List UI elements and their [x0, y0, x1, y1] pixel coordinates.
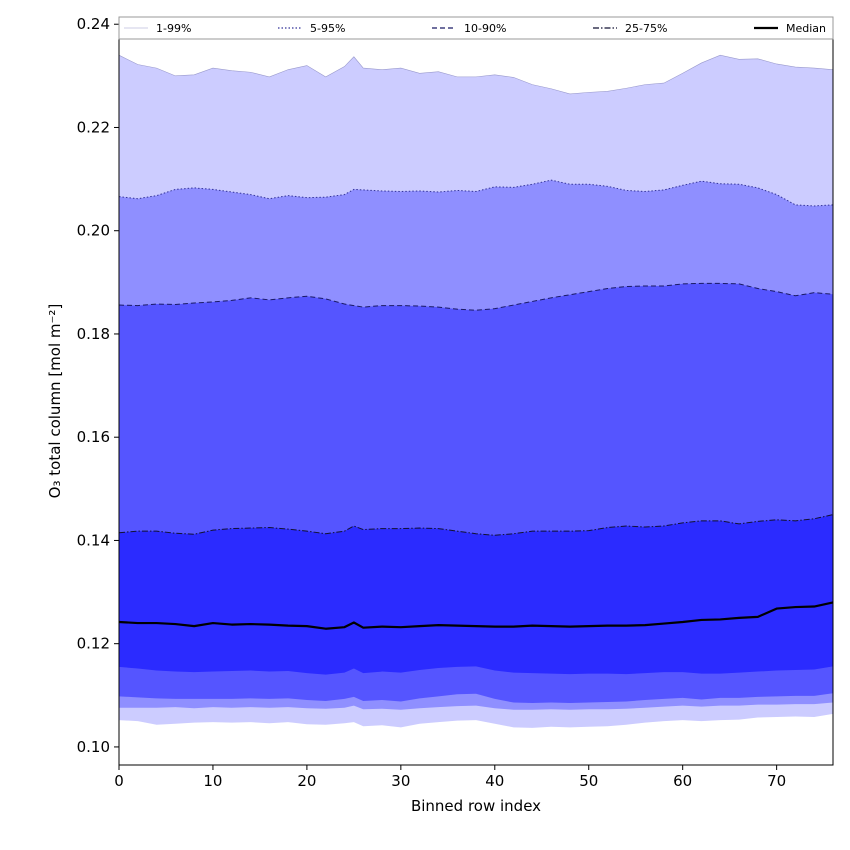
y-tick-label: 0.18: [77, 325, 110, 343]
x-tick-label: 60: [673, 772, 692, 790]
x-tick-label: 40: [485, 772, 504, 790]
y-tick-label: 0.16: [77, 428, 110, 446]
x-tick-label: 10: [203, 772, 222, 790]
legend-label: 10-90%: [464, 22, 506, 35]
y-tick-label: 0.24: [77, 15, 110, 33]
y-axis-label: O₃ total column [mol m⁻²]: [46, 304, 64, 499]
y-tick-label: 0.20: [77, 222, 110, 240]
band-1to99-upper-line: [118, 54, 834, 95]
band-edge-lines: [118, 54, 834, 536]
x-tick-label: 0: [114, 772, 124, 790]
median-line: [118, 601, 834, 630]
x-axis: 0 10 20 30 40 50 60 70: [114, 765, 786, 790]
legend-label: 5-95%: [310, 22, 345, 35]
y-tick-label: 0.10: [77, 738, 110, 756]
band-5to95-upper-line: [118, 179, 834, 207]
legend-label: 1-99%: [156, 22, 191, 35]
y-tick-label: 0.12: [77, 635, 110, 653]
x-tick-label: 50: [579, 772, 598, 790]
legend-label: 25-75%: [625, 22, 667, 35]
band-10to90-upper-line: [118, 282, 834, 311]
y-tick-label: 0.14: [77, 531, 110, 549]
x-tick-label: 70: [767, 772, 786, 790]
x-axis-label: Binned row index: [411, 797, 541, 815]
y-tick-label: 0.22: [77, 118, 110, 136]
legend-label: Median: [786, 22, 826, 35]
y-axis: 0.10 0.12 0.14 0.16 0.18 0.20 0.22 0.24: [77, 15, 119, 756]
median-series: [118, 601, 834, 630]
percentile-bands: [119, 55, 833, 728]
band-25to75-area: [119, 514, 833, 675]
x-tick-label: 30: [391, 772, 410, 790]
legend: 1-99% 5-95% 10-90% 25-75% Median: [118, 16, 834, 40]
x-tick-label: 20: [297, 772, 316, 790]
legend-box: [118, 16, 834, 40]
